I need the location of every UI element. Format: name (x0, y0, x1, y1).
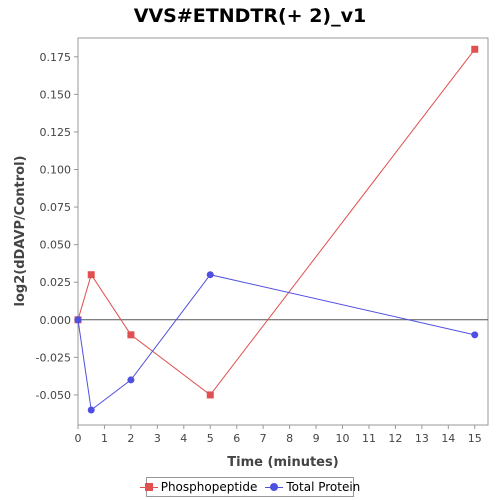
legend-circle-marker-icon (265, 481, 284, 493)
x-tick-label: 6 (233, 432, 240, 445)
data-point-circle (206, 271, 214, 279)
legend: Phosphopeptide Total Protein (139, 477, 360, 497)
y-tick-label: 0.075 (40, 201, 72, 214)
data-point-square (127, 331, 135, 339)
x-tick-label: 2 (127, 432, 134, 445)
x-tick-label: 4 (180, 432, 187, 445)
x-tick-label: 11 (362, 432, 376, 445)
data-point-circle (74, 316, 82, 324)
plot-area (77, 37, 489, 426)
y-tick-label: 0.175 (40, 51, 72, 64)
x-tick-label: 8 (286, 432, 293, 445)
data-point-square (206, 391, 214, 399)
legend-item-total-protein: Total Protein (265, 480, 360, 494)
chart-title: VVS#ETNDTR(+ 2)_v1 (134, 5, 366, 27)
y-tick-label: -0.050 (36, 389, 71, 402)
legend-label-total-protein: Total Protein (286, 480, 361, 494)
x-axis: 0 1 2 3 4 5 6 7 8 9 10 11 12 13 14 15 (75, 425, 482, 445)
data-point-square (471, 45, 479, 53)
x-tick-label: 5 (207, 432, 214, 445)
y-tick-label: 0.050 (40, 239, 72, 252)
data-point-circle (471, 331, 479, 339)
series-total-protein (74, 271, 479, 414)
x-tick-label: 10 (336, 432, 350, 445)
x-tick-label: 0 (75, 432, 82, 445)
y-axis: -0.050 -0.025 0.000 0.025 0.050 0.075 0.100 0.1… (36, 51, 78, 402)
x-tick-label: 9 (313, 432, 320, 445)
data-point-square (87, 271, 95, 279)
x-tick-label: 14 (441, 432, 455, 445)
x-tick-label: 13 (415, 432, 429, 445)
data-point-circle (127, 376, 135, 384)
x-tick-label: 12 (388, 432, 402, 445)
data-point-circle (87, 406, 95, 414)
x-tick-label: 7 (260, 432, 267, 445)
y-tick-label: -0.025 (36, 351, 71, 364)
x-tick-label: 3 (154, 432, 161, 445)
x-axis-label: Time (minutes) (227, 455, 338, 470)
y-tick-label: 0.100 (40, 164, 72, 177)
x-tick-label: 15 (468, 432, 482, 445)
series-layer (74, 45, 479, 414)
legend-item-phosphopeptide: Phosphopeptide (139, 480, 258, 494)
legend-label-phosphopeptide: Phosphopeptide (160, 480, 258, 494)
y-tick-label: 0.000 (40, 314, 72, 327)
legend-square-marker-icon (139, 481, 158, 493)
y-axis-label: log2(dDAVP/Control) (13, 156, 28, 307)
y-tick-label: 0.025 (40, 276, 72, 289)
x-tick-label: 1 (101, 432, 108, 445)
y-tick-label: 0.150 (40, 88, 72, 101)
y-tick-label: 0.125 (40, 126, 72, 139)
